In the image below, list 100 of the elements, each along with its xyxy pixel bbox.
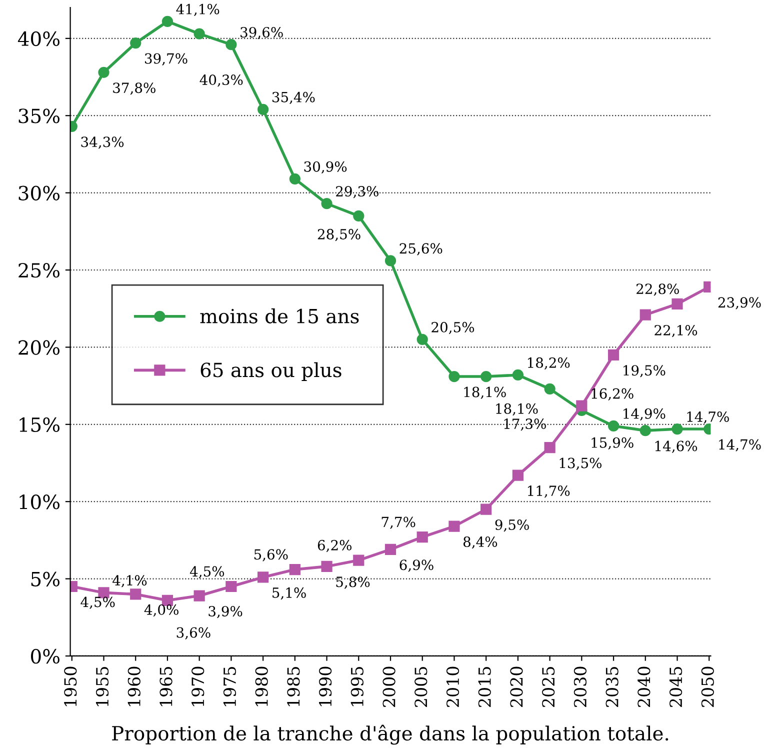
data-label: 28,5% bbox=[318, 228, 360, 242]
data-label: 8,4% bbox=[463, 536, 498, 549]
point bbox=[448, 370, 460, 382]
data-label: 5,8% bbox=[336, 576, 370, 589]
x-tick-label: 2015 bbox=[478, 666, 491, 707]
data-label: 14,6% bbox=[655, 440, 698, 453]
point bbox=[384, 255, 396, 266]
x-axis-title: Proportion de la tranche d'âge dans la population totale. bbox=[112, 724, 668, 745]
x-tick-label: 1950 bbox=[64, 666, 77, 706]
data-label: 37,8% bbox=[113, 82, 156, 95]
point bbox=[544, 442, 556, 454]
data-label: 39,7% bbox=[145, 53, 188, 66]
point bbox=[289, 564, 300, 576]
point bbox=[416, 532, 428, 543]
data-label: 18,1% bbox=[464, 386, 506, 399]
data-label: 13,5% bbox=[560, 458, 602, 470]
y-tick-label: 10% bbox=[20, 494, 60, 510]
point bbox=[480, 504, 492, 515]
data-label: 14,7% bbox=[687, 411, 729, 424]
data-label: 22,8% bbox=[636, 284, 679, 296]
point bbox=[162, 16, 174, 27]
y-tick-label: 5% bbox=[31, 572, 60, 586]
data-label: 6,9% bbox=[400, 560, 434, 572]
point bbox=[640, 309, 651, 320]
y-tick-label: 20% bbox=[18, 340, 60, 355]
point bbox=[289, 173, 300, 184]
point bbox=[416, 334, 428, 346]
data-label: 39,6% bbox=[240, 27, 283, 40]
data-label: 3,6% bbox=[176, 627, 210, 640]
point bbox=[672, 423, 683, 435]
point bbox=[257, 104, 269, 115]
point bbox=[384, 544, 396, 556]
data-label: 18,2% bbox=[528, 357, 570, 370]
point bbox=[226, 39, 237, 50]
point bbox=[480, 370, 492, 382]
point bbox=[130, 37, 142, 49]
data-label: 4,5% bbox=[80, 596, 115, 609]
point bbox=[321, 560, 332, 572]
x-tick-label: 2050 bbox=[701, 666, 714, 707]
data-label: 25,6% bbox=[400, 243, 442, 256]
x-tick-label: 1955 bbox=[96, 666, 109, 706]
point bbox=[448, 520, 460, 532]
point bbox=[130, 588, 142, 600]
data-label: 9,5% bbox=[495, 520, 529, 532]
x-tick-label: 2000 bbox=[382, 666, 396, 707]
x-tick-label: 2010 bbox=[446, 666, 460, 707]
point bbox=[257, 572, 269, 583]
point bbox=[544, 383, 556, 394]
data-label: 14,7% bbox=[719, 439, 761, 452]
data-label: 14,9% bbox=[624, 408, 666, 421]
point bbox=[672, 298, 683, 310]
data-label: 15,9% bbox=[592, 437, 634, 450]
point bbox=[512, 470, 524, 481]
point bbox=[194, 28, 205, 40]
data-label: 5,6% bbox=[254, 549, 288, 562]
x-tick-label: 2030 bbox=[574, 666, 587, 707]
point bbox=[640, 425, 651, 436]
x-tick-label: 1965 bbox=[160, 666, 172, 706]
point bbox=[353, 210, 364, 222]
data-label: 41,1% bbox=[176, 4, 220, 16]
data-label: 4,1% bbox=[112, 575, 147, 588]
data-label: 30,9% bbox=[304, 161, 347, 174]
legend-label: 65 ans ou plus bbox=[200, 362, 342, 382]
point bbox=[226, 580, 237, 592]
point bbox=[321, 198, 332, 210]
data-label: 34,3% bbox=[81, 136, 124, 149]
point bbox=[194, 590, 205, 602]
point bbox=[512, 369, 524, 381]
x-tick-label: 1995 bbox=[350, 666, 364, 706]
data-label: 23,9% bbox=[718, 297, 761, 310]
x-tick-label: 2040 bbox=[638, 666, 650, 707]
data-label: 7,7% bbox=[382, 516, 416, 529]
point bbox=[608, 349, 620, 360]
point bbox=[353, 554, 364, 566]
y-tick-label: 40% bbox=[18, 31, 60, 46]
x-tick-label: 1985 bbox=[287, 666, 300, 706]
data-label: 17,3% bbox=[504, 418, 546, 431]
data-label: 29,3% bbox=[336, 186, 378, 198]
data-label: 4,0% bbox=[144, 604, 178, 617]
y-tick-label: 15% bbox=[20, 417, 60, 432]
y-tick-label: 35% bbox=[18, 108, 60, 124]
x-tick-label: 1980 bbox=[255, 666, 268, 706]
data-label: 35,4% bbox=[272, 92, 315, 104]
y-tick-label: 25% bbox=[18, 262, 60, 278]
data-label: 20,5% bbox=[432, 322, 474, 334]
point bbox=[608, 420, 620, 432]
x-tick-label: 1975 bbox=[223, 666, 236, 706]
data-label: 18,1% bbox=[496, 403, 538, 416]
data-label: 3,9% bbox=[208, 606, 242, 618]
data-label: 16,2% bbox=[592, 388, 634, 400]
x-tick-label: 2025 bbox=[542, 666, 555, 707]
point bbox=[576, 400, 588, 412]
x-tick-label: 2020 bbox=[510, 666, 523, 707]
data-label: 40,3% bbox=[200, 74, 243, 87]
x-tick-label: 1990 bbox=[319, 666, 332, 706]
x-tick-label: 1970 bbox=[192, 666, 204, 706]
point bbox=[98, 66, 110, 78]
x-tick-label: 2035 bbox=[606, 666, 618, 707]
x-tick-label: 2045 bbox=[669, 666, 682, 707]
data-label: 6,2% bbox=[318, 540, 352, 552]
